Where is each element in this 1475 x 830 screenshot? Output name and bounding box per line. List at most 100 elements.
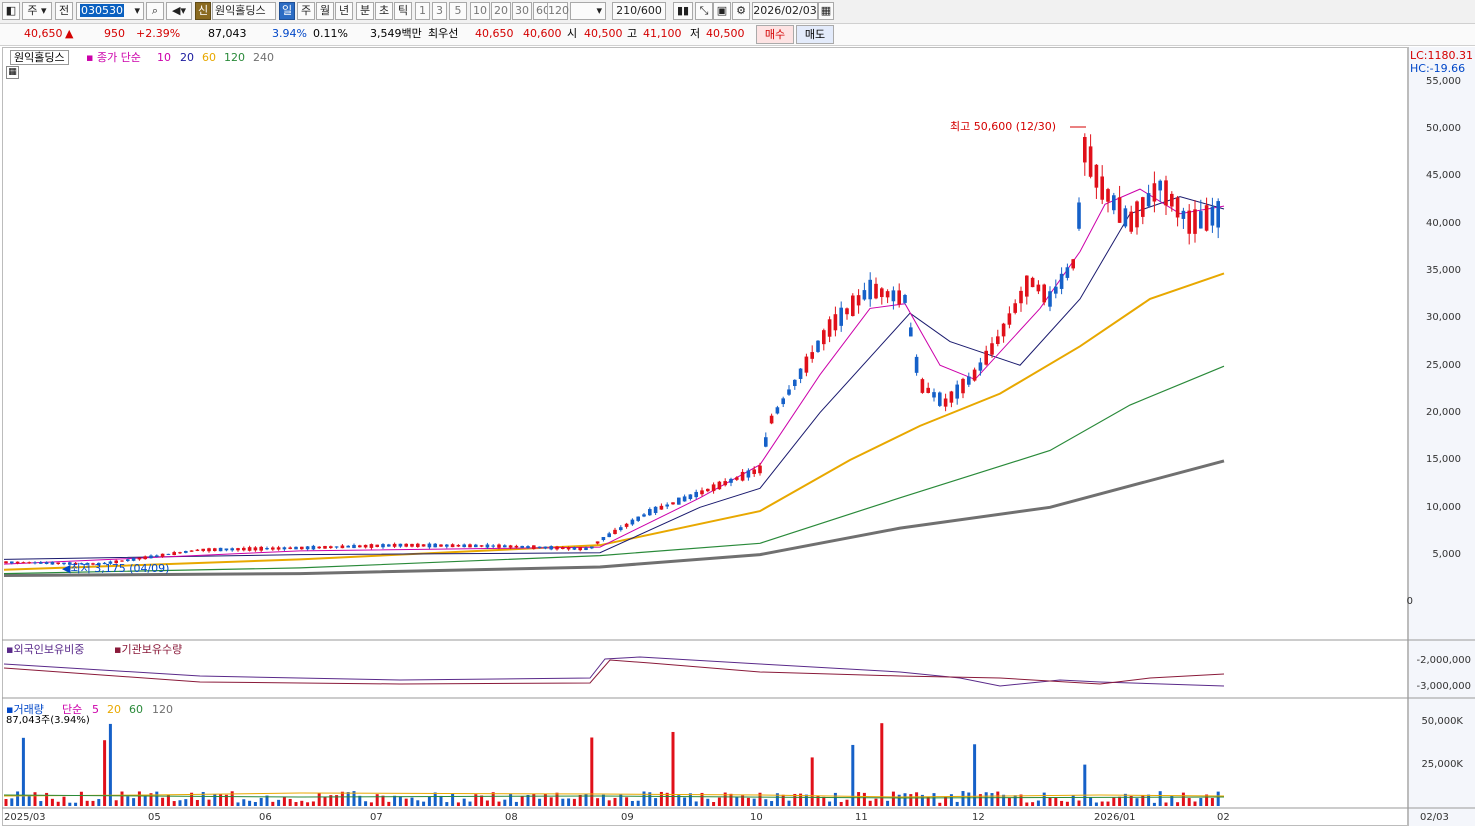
interval-3[interactable]: 3 xyxy=(432,2,447,20)
candle-body xyxy=(1100,176,1104,200)
x-tick: 08 xyxy=(505,812,518,823)
candle-body xyxy=(44,562,49,564)
candle-body xyxy=(207,548,211,552)
interval-1[interactable]: 1 xyxy=(415,2,430,20)
volume-bar xyxy=(932,793,936,806)
candle-body xyxy=(1007,313,1012,325)
interval-20[interactable]: 20 xyxy=(491,2,511,20)
volume-bar xyxy=(822,796,826,806)
candle-body xyxy=(56,562,60,565)
custom-interval-select[interactable]: ▾ xyxy=(570,2,606,20)
best-price-label: 최우선 xyxy=(428,27,459,40)
candle-body xyxy=(613,529,617,535)
date-field[interactable]: 2026/02/03 xyxy=(752,2,818,20)
history-icon[interactable]: ◀▾ xyxy=(166,2,192,20)
volume-bar xyxy=(706,798,710,806)
volume-bar xyxy=(781,794,785,806)
interval-10[interactable]: 10 xyxy=(470,2,490,20)
period-day[interactable]: 일 xyxy=(279,2,295,20)
candle-body xyxy=(346,545,350,548)
volume-bar xyxy=(393,795,397,806)
x-tick: 06 xyxy=(259,812,272,823)
low-annotation: ◀최저 3,175 (04/09) xyxy=(62,562,170,575)
candle-body xyxy=(300,546,304,550)
save-icon[interactable]: ▣ xyxy=(713,2,731,20)
volume-ma-20: 20 xyxy=(107,703,121,716)
volume-bar xyxy=(381,795,385,806)
x-tick: 02 xyxy=(1217,812,1230,823)
candle-body xyxy=(938,392,942,406)
sell-button[interactable]: 매도 xyxy=(796,25,834,44)
candle-settings-icon[interactable]: ▮▮ xyxy=(673,2,693,20)
candle-body xyxy=(967,376,971,385)
interval-5[interactable]: 5 xyxy=(449,2,467,20)
volume-bar xyxy=(317,793,321,806)
volume-bar xyxy=(33,792,37,806)
volume-bar xyxy=(45,792,49,806)
calendar-icon[interactable]: ▦ xyxy=(818,2,834,20)
period-year[interactable]: 년 xyxy=(335,2,353,20)
volume-bar xyxy=(277,799,281,806)
candle-body xyxy=(682,496,687,502)
candle-body xyxy=(427,543,432,548)
change-value: 950 xyxy=(104,27,125,40)
candle-body xyxy=(247,547,252,551)
period-tick[interactable]: 틱 xyxy=(394,2,412,20)
volume-bar xyxy=(857,792,861,806)
candle-body xyxy=(329,546,333,549)
grid-toggle-icon[interactable]: ▦ xyxy=(6,66,19,79)
candle-body xyxy=(827,319,832,337)
volume-bar xyxy=(1141,795,1145,806)
x-tick: 2025/03 xyxy=(4,812,46,823)
candle-body xyxy=(584,547,588,550)
candle-body xyxy=(358,545,362,548)
period-second[interactable]: 초 xyxy=(375,2,393,20)
interval-30[interactable]: 30 xyxy=(512,2,532,20)
y-tick: 0 xyxy=(1406,596,1413,607)
volume-bar xyxy=(793,793,797,806)
candle-body xyxy=(885,291,890,298)
x-tick: 11 xyxy=(855,812,868,823)
candle-body xyxy=(740,471,745,481)
volume-bar xyxy=(253,802,257,806)
gear-icon[interactable]: ⚙ xyxy=(732,2,750,20)
trade-amount: 3,549백만 xyxy=(370,27,422,40)
candle-body xyxy=(1088,146,1093,177)
draw-tool-icon[interactable]: ⤡ xyxy=(695,2,713,20)
candle-body xyxy=(793,379,797,387)
volume-bar xyxy=(509,793,513,806)
y-tick: 30,000 xyxy=(1426,312,1461,323)
volume-bar xyxy=(1199,797,1203,806)
candle-body xyxy=(955,384,959,399)
volume-bar xyxy=(224,794,228,806)
volume-bar xyxy=(195,800,199,806)
volume-bar xyxy=(306,802,310,806)
low-annotation-text: 최저 3,175 (04/09) xyxy=(70,562,170,575)
candle-body xyxy=(375,544,379,547)
period-month[interactable]: 월 xyxy=(316,2,334,20)
scope-button[interactable]: 전 xyxy=(55,2,73,20)
chart-area[interactable] xyxy=(2,47,1408,826)
volume-bar xyxy=(1216,791,1220,806)
search-icon[interactable]: ⌕ xyxy=(146,2,164,20)
candle-body xyxy=(810,352,814,359)
candle-body xyxy=(363,544,368,548)
volume-bar xyxy=(1112,797,1116,806)
candle-body xyxy=(851,295,855,317)
count-field[interactable]: 210/600 xyxy=(612,2,666,20)
volume-bar xyxy=(1170,795,1174,806)
interval-120[interactable]: 120 xyxy=(547,2,569,20)
candle-body xyxy=(317,546,321,549)
candle-body xyxy=(218,547,223,552)
layout-icon[interactable]: ◧ xyxy=(2,2,20,20)
market-select[interactable]: 주 ▾ xyxy=(22,2,52,20)
volume-bar xyxy=(1181,792,1185,806)
volume-bar xyxy=(1129,796,1133,806)
volume-bar xyxy=(967,792,971,806)
period-week[interactable]: 주 xyxy=(297,2,315,20)
candle-body xyxy=(311,545,316,550)
period-minute[interactable]: 분 xyxy=(356,2,374,20)
code-input[interactable]: 030530 ▾ xyxy=(76,2,144,20)
buy-button[interactable]: 매수 xyxy=(756,25,794,44)
candle-body xyxy=(91,563,95,565)
